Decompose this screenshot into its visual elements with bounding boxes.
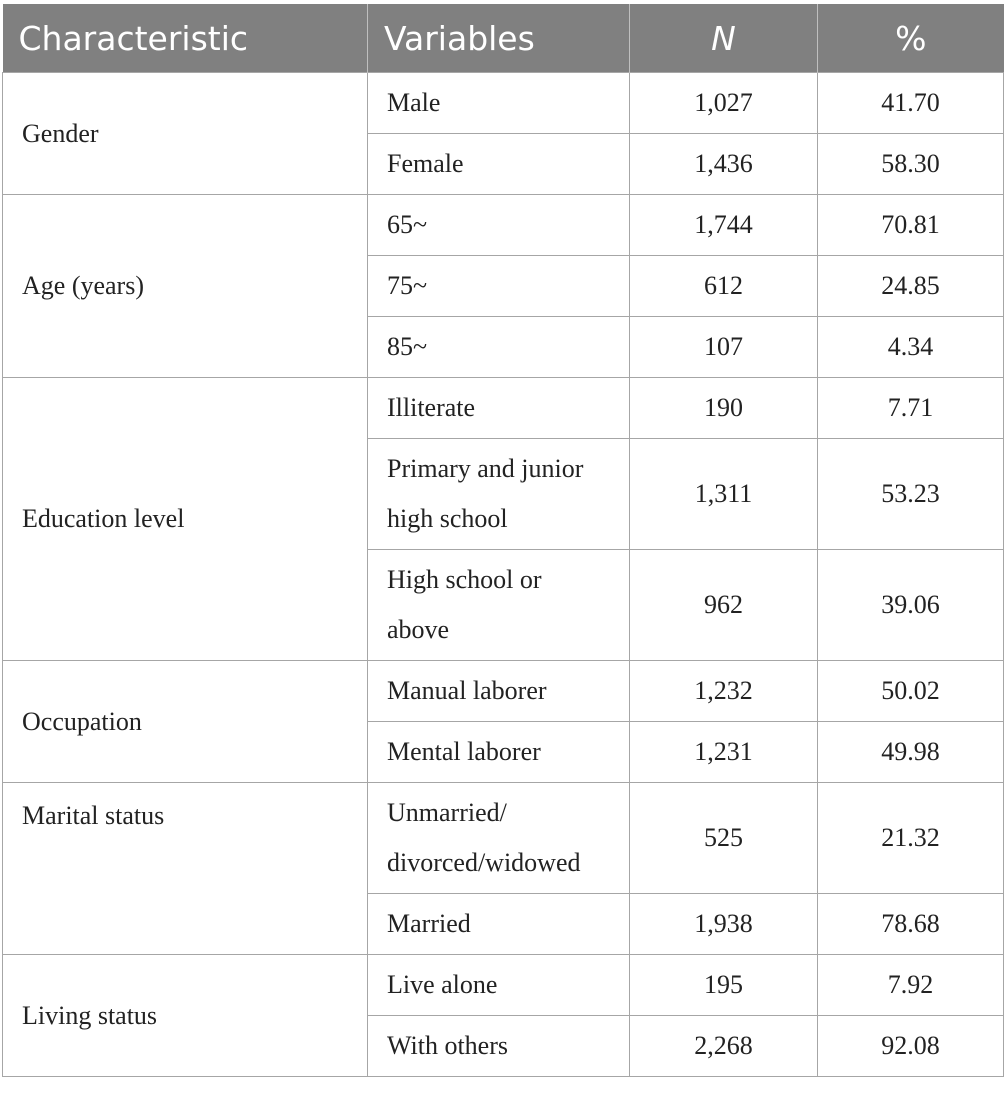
demographics-table: Characteristic Variables N % Gender Male… <box>2 4 1004 1077</box>
table-row: Marital status Unmarried/ divorced/widow… <box>2 782 1004 955</box>
variable-cell: Married <box>367 893 630 955</box>
table-row: Gender Male 1,027 41.70 <box>2 72 1004 195</box>
variable-cell: Illiterate <box>367 377 630 439</box>
n-cell: 612 <box>629 255 818 317</box>
percent-cell: 24.85 <box>817 255 1004 317</box>
percent-cell: 92.08 <box>817 1015 1004 1077</box>
percent-cell: 53.23 <box>817 438 1004 550</box>
n-cell: 1,436 <box>629 133 818 195</box>
n-cell: 1,231 <box>629 721 818 783</box>
n-cell: 1,311 <box>629 438 818 550</box>
group-cell: Living status <box>2 954 368 1077</box>
n-cell: 1,938 <box>629 893 818 955</box>
n-cell: 2,268 <box>629 1015 818 1077</box>
variable-cell: Manual laborer <box>367 660 630 722</box>
group-cell: Age (years) <box>2 194 368 378</box>
variable-cell: Live alone <box>367 954 630 1016</box>
n-cell: 107 <box>629 316 818 378</box>
variable-cell: Male <box>367 72 630 134</box>
n-cell: 190 <box>629 377 818 439</box>
percent-cell: 39.06 <box>817 549 1004 661</box>
percent-cell: 58.30 <box>817 133 1004 195</box>
variable-cell: 65~ <box>367 194 630 256</box>
group-cell: Occupation <box>2 660 368 783</box>
table-header: Characteristic Variables N % <box>2 4 1004 73</box>
percent-cell: 7.92 <box>817 954 1004 1016</box>
group-cell: Marital status <box>2 782 368 955</box>
variable-cell: Female <box>367 133 630 195</box>
percent-cell: 41.70 <box>817 72 1004 134</box>
variable-cell: 75~ <box>367 255 630 317</box>
table-row: Mental laborer 1,231 49.98 <box>3 721 1004 783</box>
table-row: High school or above 962 39.06 <box>3 549 1004 661</box>
header-characteristic: Characteristic <box>2 4 368 73</box>
n-cell: 1,232 <box>629 660 818 722</box>
header-row: Characteristic Variables N % <box>2 4 1004 73</box>
table-row: Living status Live alone 195 7.92 <box>2 954 1004 1077</box>
n-cell: 1,027 <box>629 72 818 134</box>
header-n: N <box>629 4 818 73</box>
percent-cell: 7.71 <box>817 377 1004 439</box>
group-cell: Education level <box>2 377 368 661</box>
percent-cell: 4.34 <box>817 316 1004 378</box>
table-row: Education level Illiterate 190 7.71 <box>2 377 1004 661</box>
n-cell: 1,744 <box>629 194 818 256</box>
variable-cell: High school or above <box>367 549 630 661</box>
variable-cell: With others <box>367 1015 630 1077</box>
percent-cell: 21.32 <box>817 782 1004 894</box>
table-row: Age (years) 65~ 1,744 70.81 <box>2 194 1004 378</box>
table-body: Gender Male 1,027 41.70 Female 1,436 58.… <box>2 72 1004 1077</box>
percent-cell: 49.98 <box>817 721 1004 783</box>
table-row: With others 2,268 92.08 <box>3 1015 1004 1077</box>
table-row: Occupation Manual laborer 1,232 50.02 <box>2 660 1004 783</box>
header-variables: Variables <box>367 4 630 73</box>
table-row: Married 1,938 78.68 <box>3 893 1004 955</box>
n-cell: 962 <box>629 549 818 661</box>
header-percent: % <box>817 4 1004 73</box>
variable-cell: Unmarried/ divorced/widowed <box>367 782 630 894</box>
n-cell: 195 <box>629 954 818 1016</box>
table-row: Female 1,436 58.30 <box>3 133 1004 195</box>
n-cell: 525 <box>629 782 818 894</box>
variable-cell: Primary and junior high school <box>367 438 630 550</box>
table-row: Primary and junior high school 1,311 53.… <box>3 438 1004 550</box>
percent-cell: 70.81 <box>817 194 1004 256</box>
percent-cell: 50.02 <box>817 660 1004 722</box>
variable-cell: Mental laborer <box>367 721 630 783</box>
variable-cell: 85~ <box>367 316 630 378</box>
group-cell: Gender <box>2 72 368 195</box>
percent-cell: 78.68 <box>817 893 1004 955</box>
